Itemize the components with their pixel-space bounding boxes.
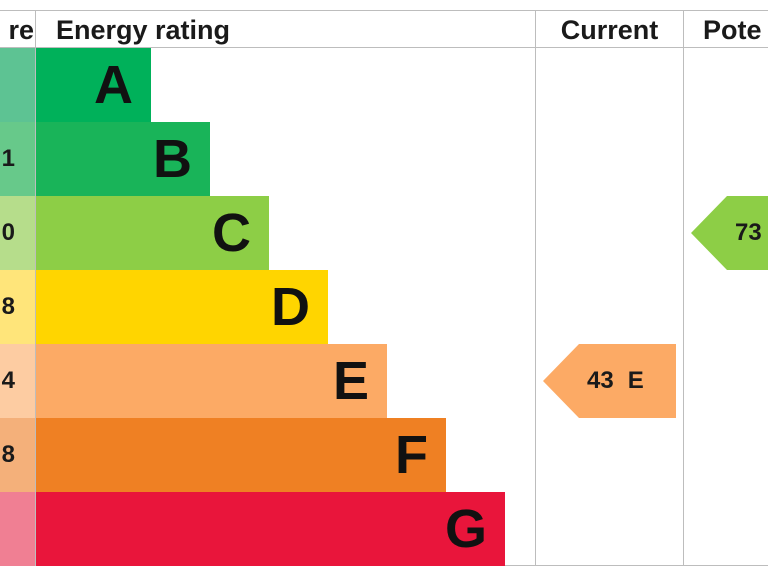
band-letter-b: B (153, 129, 192, 189)
band-a: A (36, 48, 151, 122)
current-rating-band: E (627, 367, 644, 394)
score-cell-c: 0 (0, 196, 35, 270)
score-label-b: 1 (1, 145, 15, 172)
potential-rating-label: 73C (735, 196, 768, 270)
band-letter-e: E (332, 351, 369, 411)
band-letter-d: D (271, 277, 310, 337)
current-column-divider (535, 10, 536, 566)
band-letter-c: C (212, 203, 251, 263)
score-label-d: 8 (1, 293, 15, 320)
score-column-divider (35, 10, 36, 566)
score-cell-b: 1 (0, 122, 35, 196)
current-header: Current (560, 15, 659, 45)
potential-header: Pote (703, 15, 762, 45)
band-letter-a: A (94, 55, 133, 115)
band-d: D (36, 270, 328, 344)
score-cell-a (0, 48, 35, 122)
band-b: B (36, 122, 210, 196)
score-cell-d: 8 (0, 270, 35, 344)
band-f: F (36, 418, 446, 492)
score-cell-f: 8 (0, 418, 35, 492)
score-label-f: 8 (1, 441, 15, 468)
potential-rating-value: 73 (735, 219, 762, 246)
band-g: G (36, 492, 505, 566)
band-letter-g: G (444, 499, 487, 559)
current-rating-arrow: 43 E (543, 344, 676, 418)
current-rating-label: 43 E (587, 344, 658, 418)
current-rating-value: 43 (587, 367, 614, 394)
energy-rating-header: Energy rating (56, 15, 231, 45)
header-divider (0, 47, 768, 48)
potential-column-divider (683, 10, 684, 566)
score-cell-g (0, 492, 35, 566)
score-cell-e: 4 (0, 344, 35, 418)
score-label-e: 4 (1, 367, 15, 394)
top-border (0, 10, 768, 11)
band-letter-f: F (395, 425, 428, 485)
score-header: re (8, 15, 34, 45)
band-e: E (36, 344, 387, 418)
potential-rating-arrow: 73C (691, 196, 768, 270)
score-label-c: 0 (1, 219, 15, 246)
band-c: C (36, 196, 269, 270)
